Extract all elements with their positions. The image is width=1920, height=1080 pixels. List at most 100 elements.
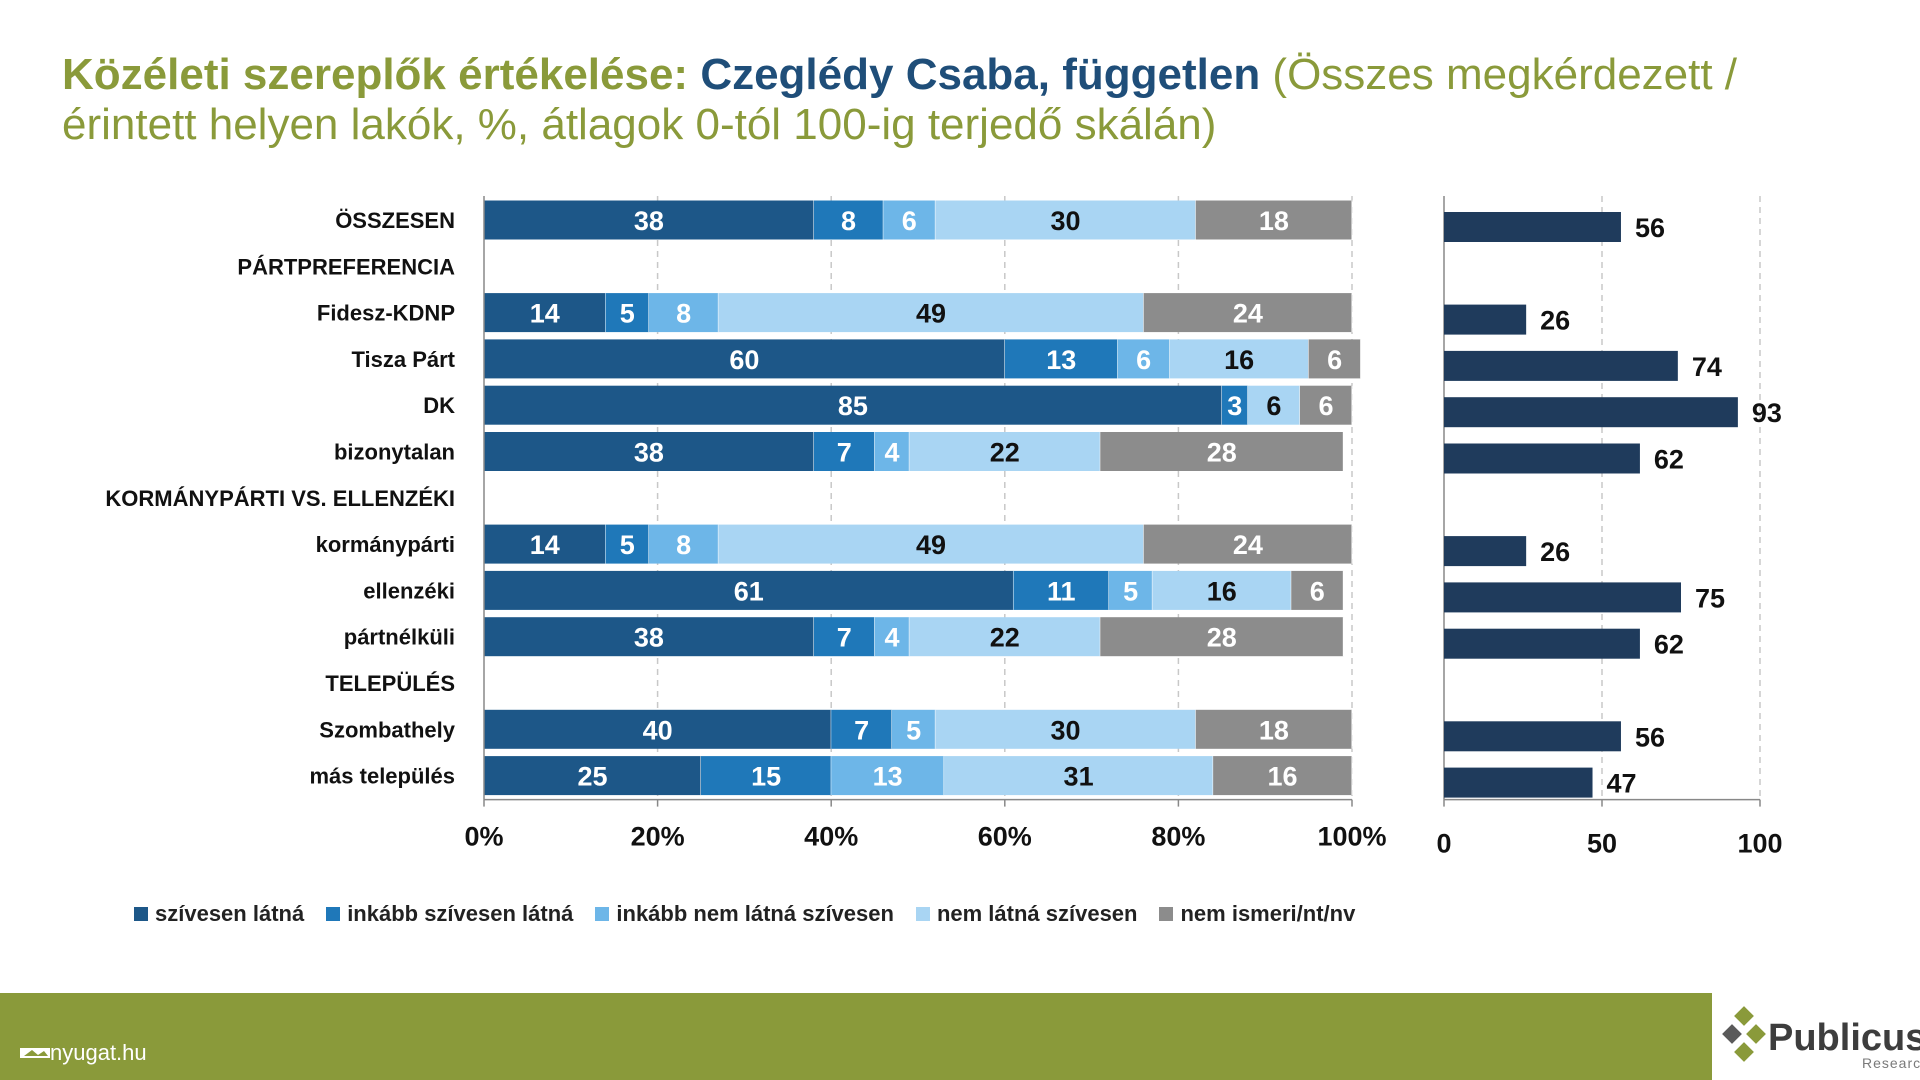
data-label: 18 (1259, 206, 1289, 236)
bar-segment-inkabb-szivesen-latna (605, 293, 649, 333)
avg-value-label: 26 (1540, 306, 1570, 336)
x-tick-label: 60% (978, 822, 1032, 852)
bar-segment-inkabb-szivesen-latna (813, 617, 875, 657)
bar-segment-szivesen-latna (484, 524, 606, 564)
avg-bar (1444, 721, 1621, 752)
row-label-szombathely: Szombathely (319, 717, 455, 742)
bar-segment-szivesen-latna (484, 617, 814, 657)
row-label-dk: DK (423, 393, 455, 418)
title-part1: Közéleti szereplők értékelése: (62, 50, 701, 99)
avg-value-label: 74 (1692, 352, 1722, 382)
data-label: 24 (1233, 299, 1263, 329)
bar-segment-szivesen-latna (484, 293, 606, 333)
data-label: 7 (837, 438, 852, 468)
data-label: 5 (620, 530, 635, 560)
avg-bar (1444, 767, 1593, 798)
data-label: 30 (1051, 206, 1081, 236)
data-label: 4 (884, 623, 899, 653)
bar-segment-inkabb-szivesen-latna (831, 709, 892, 749)
data-label: 28 (1207, 438, 1237, 468)
data-label: 6 (902, 206, 917, 236)
bar-segment-nem-ismeri-nt-nv (1143, 293, 1352, 333)
legend-label: nem ismeri/nt/nv (1180, 901, 1356, 926)
avg-bar (1444, 628, 1640, 659)
legend-item-szivesen-latna: szívesen látná (134, 901, 304, 927)
bar-segment-nem-ismeri-nt-nv (1195, 709, 1352, 749)
data-label: 38 (634, 206, 664, 236)
bar-segment-inkabb-szivesen-latna (813, 200, 884, 240)
avg-value-label: 47 (1607, 769, 1637, 799)
bar-segment-inkabb-szivesen-latna (1004, 339, 1118, 379)
data-label: 8 (676, 299, 691, 329)
title-subject: Czeglédy Csaba, független (700, 50, 1261, 99)
data-label: 22 (990, 623, 1020, 653)
bar-segment-inkabb-szivesen-latna (1221, 385, 1248, 425)
data-label: 5 (906, 715, 921, 745)
chart-title: Közéleti szereplők értékelése: Czeglédy … (62, 50, 1762, 150)
bar-segment-inkabb-szivesen-latna (701, 756, 832, 796)
title-description: (Összes megkérdezett / érintett helyen l… (62, 50, 1738, 149)
avg-tick-label: 0 (1436, 829, 1451, 859)
avg-bar (1444, 443, 1640, 474)
bar-segment-inkabb-nem-latna-szivesen (883, 200, 936, 240)
x-tick-label: 20% (631, 822, 685, 852)
bar-segment-inkabb-nem-latna-szivesen (831, 756, 945, 796)
x-tick-label: 40% (804, 822, 858, 852)
data-label: 11 (1047, 576, 1076, 606)
data-label: 8 (676, 530, 691, 560)
bar-segment-nem-latna-szivesen (935, 200, 1196, 240)
data-label: 31 (1064, 762, 1094, 792)
data-label: 6 (1266, 391, 1281, 421)
data-label: 6 (1136, 345, 1151, 375)
legend-swatch (134, 907, 148, 921)
bar-segment-szivesen-latna (484, 385, 1222, 425)
bar-segment-nem-ismeri-nt-nv (1100, 432, 1344, 471)
data-label: 6 (1327, 345, 1342, 375)
data-label: 4 (884, 438, 899, 468)
bar-segment-nem-latna-szivesen (944, 756, 1214, 796)
brand-subtitle: Research (1862, 1055, 1920, 1071)
axes: 0% 20% 40% 60% 80% 100% 0 50 100 (464, 196, 1783, 859)
legend-item-inkabb-nem-latna-szivesen: inkább nem látná szívesen (595, 901, 894, 927)
data-label: 22 (990, 438, 1020, 468)
data-label: 49 (916, 299, 946, 329)
row-label-osszesen: ÖSSZESEN (335, 208, 455, 233)
brand-name: Publicus (1768, 1017, 1920, 1059)
row-label-partpreferencia: PÁRTPREFERENCIA (237, 254, 455, 279)
bar-segment-inkabb-nem-latna-szivesen (648, 293, 719, 333)
avg-tick-label: 100 (1737, 829, 1782, 859)
avg-value-label: 75 (1695, 583, 1725, 613)
average-bars: 56 26 74 93 62 26 75 62 56 47 (1444, 212, 1782, 799)
x-tick-label: 0% (464, 822, 503, 852)
row-label-kormanyparti: kormánypárti (316, 532, 455, 557)
legend-label: inkább nem látná szívesen (616, 901, 894, 926)
bar-segment-szivesen-latna (484, 709, 832, 749)
bar-segment-inkabb-nem-latna-szivesen (891, 709, 936, 749)
bar-segment-nem-ismeri-nt-nv (1195, 200, 1352, 240)
footer-bar (0, 993, 1920, 1080)
legend-swatch (1159, 907, 1174, 921)
data-label: 30 (1051, 715, 1081, 745)
bar-segment-nem-latna-szivesen (935, 709, 1196, 749)
row-label-kormanyparti-vs-ellenzeki: KORMÁNYPÁRTI VS. ELLENZÉKI (105, 486, 455, 511)
avg-value-label: 26 (1540, 537, 1570, 567)
bar-segment-nem-latna-szivesen (1152, 570, 1292, 610)
source-credit: nyugat.hu (20, 1040, 147, 1066)
data-label: 49 (916, 530, 946, 560)
avg-bar (1444, 304, 1527, 335)
legend-item-inkabb-szivesen-latna: inkább szívesen látná (326, 901, 573, 927)
source-text: nyugat.hu (50, 1040, 147, 1065)
legend-swatch (326, 907, 341, 921)
data-label: 16 (1268, 762, 1298, 792)
bar-segment-inkabb-nem-latna-szivesen (874, 432, 910, 471)
bar-segment-nem-latna-szivesen (909, 432, 1101, 471)
bar-segment-inkabb-nem-latna-szivesen (874, 617, 910, 657)
data-label: 15 (751, 762, 781, 792)
row-label-bizonytalan: bizonytalan (334, 440, 455, 465)
data-label: 7 (837, 623, 852, 653)
bar-segment-inkabb-szivesen-latna (1013, 570, 1109, 610)
data-label: 85 (838, 391, 868, 421)
row-labels: ÖSSZESEN PÁRTPREFERENCIA Fidesz-KDNP Tisza … (105, 208, 455, 789)
bar-segment-szivesen-latna (484, 570, 1014, 610)
